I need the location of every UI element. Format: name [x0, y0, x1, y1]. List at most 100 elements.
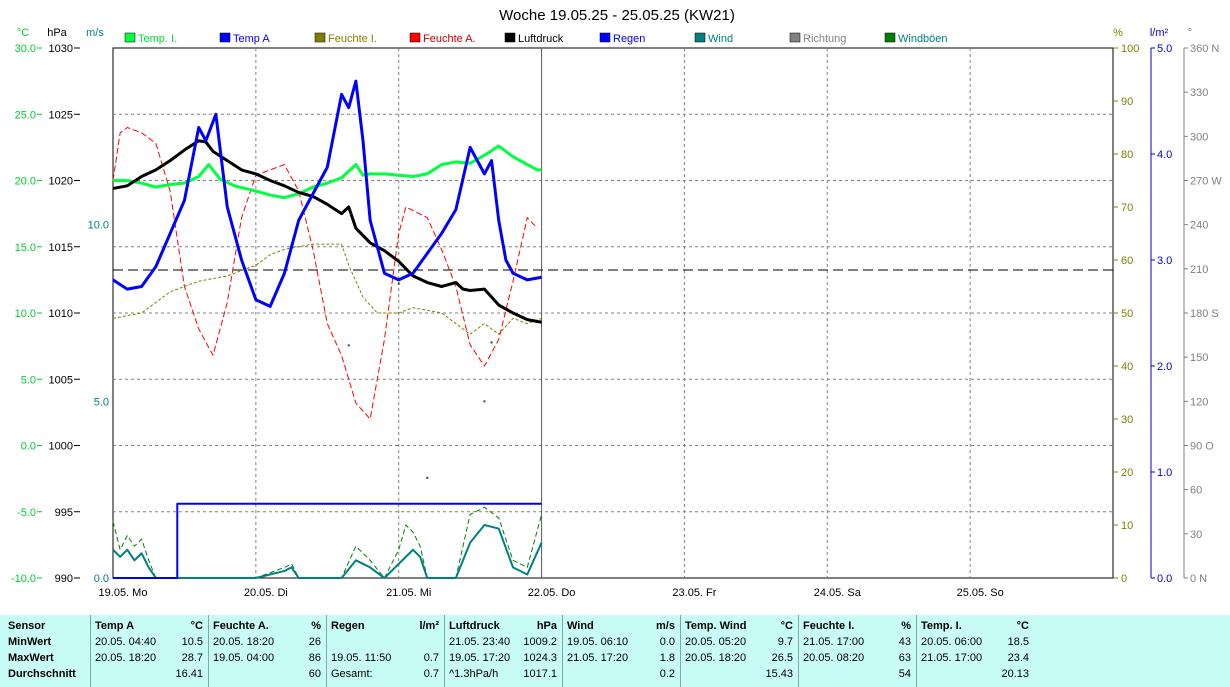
stats-value: 1.8: [659, 652, 675, 664]
stats-value: 23.4: [1007, 652, 1029, 664]
stats-row-labels: Sensor MinWert MaxWert Durchschnitt: [0, 615, 90, 687]
stats-timestamp: 20.05. 18:20: [213, 636, 275, 648]
legend-swatch: [694, 32, 706, 43]
series-line-windb-en: [112, 506, 543, 579]
temp-tick-label: 10.0: [15, 308, 36, 320]
temp-tick-label: 15.0: [15, 242, 36, 254]
legend-swatch: [219, 32, 231, 43]
pressure-tick-label: 1020: [49, 176, 73, 188]
stats-timestamp: 21.05. 23:40: [449, 636, 511, 648]
humidity-tick-label: 80: [1121, 149, 1133, 161]
stats-timestamp: 20.05. 05:20: [685, 636, 747, 648]
stats-column: Temp. I. °C 20.05. 06:00 18.5 21.05. 17:00 23…: [916, 615, 1035, 687]
series-line-feuchte-a: [112, 127, 538, 420]
direction-tick-label: 270 W: [1190, 176, 1222, 188]
legend-label: Wind: [708, 33, 733, 45]
stats-timestamp: 19.05. 06:10: [567, 636, 629, 648]
weather-week-chart: Woche 19.05.25 - 25.05.25 (KW21) 19.05. M…: [11, 7, 1222, 599]
stats-column-header: Wind: [567, 620, 594, 632]
stats-row-label: Sensor: [8, 620, 46, 632]
legend-label: Luftdruck: [518, 33, 564, 45]
stats-value: 16.41: [175, 668, 203, 680]
stats-column-header: Temp. I.: [921, 620, 962, 632]
stats-column-header: Feuchte I.: [803, 620, 855, 632]
legend-label: Feuchte A.: [423, 33, 476, 45]
legend-swatch: [314, 32, 326, 43]
stats-column-header: Regen: [331, 620, 365, 632]
series-line-feuchte-i: [112, 243, 542, 335]
legend-swatch: [504, 32, 516, 43]
temp-tick-label: 25.0: [15, 109, 36, 121]
direction-unit-label: °: [1188, 27, 1192, 39]
stats-timestamp: 19.05. 11:50: [331, 652, 392, 664]
direction-tick-label: 240: [1190, 220, 1208, 232]
stats-value: 0.0: [659, 636, 675, 648]
stats-timestamp: 21.05. 17:00: [921, 652, 983, 664]
stats-timestamp: 20.05. 06:00: [921, 636, 983, 648]
direction-tick-label: 120: [1190, 396, 1208, 408]
legend-swatch: [789, 32, 801, 43]
pressure-tick-label: 1005: [49, 374, 73, 386]
stats-value: 9.7: [777, 636, 793, 648]
rain-tick-label: 1.0: [1157, 467, 1172, 479]
stats-value: 1024.3: [523, 652, 557, 664]
humidity-unit-label: %: [1113, 27, 1123, 39]
stats-timestamp: 19.05. 04:00: [213, 652, 275, 664]
x-tick-label: 22.05. Do: [528, 587, 576, 599]
x-tick-label: 19.05. Mo: [99, 587, 148, 599]
legend-label: Regen: [613, 33, 645, 45]
legend-label: Feuchte I.: [328, 33, 377, 45]
stats-column: Luftdruck hPa 21.05. 23:40 1009.2 19.05. 17:…: [444, 615, 563, 687]
humidity-tick-label: 20: [1121, 467, 1133, 479]
pressure-tick-label: 1025: [49, 109, 73, 121]
stats-column-unit: °C: [190, 620, 203, 632]
stats-timestamp: 21.05. 17:20: [567, 652, 629, 664]
rain-tick-label: 4.0: [1157, 149, 1172, 161]
humidity-tick-label: 40: [1121, 361, 1133, 373]
stats-value: 86: [308, 652, 321, 664]
stats-column-unit: °C: [1016, 620, 1029, 632]
humidity-tick-label: 50: [1121, 308, 1133, 320]
rain-tick-label: 5.0: [1157, 43, 1172, 55]
legend-label: Temp A: [233, 33, 270, 45]
temp-tick-label: 0.0: [21, 441, 36, 453]
stats-timestamp: 20.05. 18:20: [95, 652, 157, 664]
humidity-tick-label: 10: [1121, 520, 1133, 532]
x-tick-label: 23.05. Fr: [672, 587, 716, 599]
temp-tick-label: -10.0: [11, 573, 36, 585]
temp-tick-label: 30.0: [15, 43, 36, 55]
x-tick-label: 21.05. Mi: [386, 587, 431, 599]
stats-value: 15.43: [765, 668, 793, 680]
rain-unit-label: l/m²: [1150, 27, 1169, 39]
chart-svg: Woche 19.05.25 - 25.05.25 (KW21) 19.05. M…: [11, 7, 1222, 599]
rain-tick-label: 3.0: [1157, 255, 1172, 267]
legend-label: Windböen: [898, 33, 948, 45]
direction-tick-label: 60: [1190, 485, 1202, 497]
direction-tick-label: 30: [1190, 529, 1202, 541]
stats-column: Feuchte I.% 21.05. 17:00 43 20.05. 08:20 63 5…: [798, 615, 917, 687]
x-tick-label: 25.05. So: [957, 587, 1004, 599]
direction-tick-label: 300: [1190, 131, 1208, 143]
wind-tick-label: 0.0: [94, 573, 109, 585]
humidity-tick-label: 70: [1121, 202, 1133, 214]
stats-value: 10.5: [181, 636, 203, 648]
rain-tick-label: 0.0: [1157, 573, 1172, 585]
temp-tick-label: -5.0: [17, 507, 36, 519]
legend-swatch: [884, 32, 896, 43]
stats-value: 26: [308, 636, 321, 648]
wind-tick-label: 10.0: [88, 220, 109, 232]
stats-column-header: Feuchte A.: [213, 620, 269, 632]
direction-tick-label: 360 N: [1190, 43, 1219, 55]
stats-column: Wind m/s 19.05. 06:10 0.0 21.05. 17:20 1.8 0.2: [562, 615, 681, 687]
stats-timestamp: 20.05. 08:20: [803, 652, 865, 664]
pressure-tick-label: 1015: [49, 242, 73, 254]
stats-timestamp: Gesamt:: [331, 668, 373, 680]
direction-tick-label: 90 O: [1190, 441, 1214, 453]
stats-column-header: Temp A: [95, 620, 135, 632]
rain-tick-label: 2.0: [1157, 361, 1172, 373]
chart-title: Woche 19.05.25 - 25.05.25 (KW21): [499, 7, 735, 24]
stats-timestamp: 19.05. 17:20: [449, 652, 511, 664]
series-line-luftdruck: [112, 139, 542, 324]
stats-value: 28.7: [181, 652, 203, 664]
direction-point: [397, 282, 400, 285]
